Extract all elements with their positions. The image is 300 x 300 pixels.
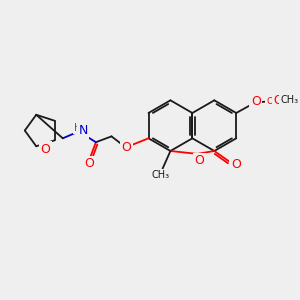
Text: O: O [121, 141, 131, 154]
Text: O: O [251, 95, 261, 108]
Text: O: O [273, 94, 283, 107]
Text: O: O [40, 142, 50, 156]
Text: CH₃: CH₃ [280, 95, 298, 105]
Text: OCH₃: OCH₃ [266, 97, 290, 106]
Text: CH₃: CH₃ [152, 170, 170, 180]
Text: O: O [194, 154, 204, 167]
Text: N: N [79, 124, 88, 137]
Text: O: O [231, 158, 241, 171]
Text: H: H [74, 123, 81, 133]
Text: O: O [84, 157, 94, 170]
